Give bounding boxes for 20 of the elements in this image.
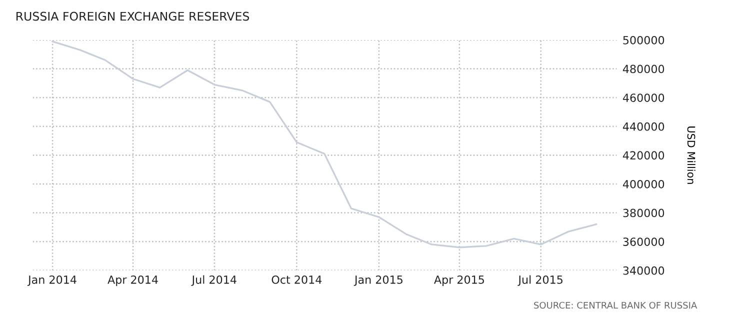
- x-tick-label: Oct 2014: [272, 275, 322, 284]
- x-tick-label: Jul 2014: [191, 275, 236, 286]
- y-tick-label: 480000: [622, 64, 664, 74]
- x-tick-label: Jan 2015: [354, 275, 402, 286]
- y-tick-label: 420000: [622, 151, 664, 160]
- source-note: SOURCE: CENTRAL BANK OF RUSSIA: [534, 302, 698, 309]
- y-tick-label: 380000: [623, 208, 664, 218]
- y-tick-label: 460000: [622, 94, 664, 102]
- chart-title: RUSSIA FOREIGN EXCHANGE RESERVES: [16, 12, 250, 21]
- x-tick-label: Apr 2014: [108, 275, 158, 286]
- y-tick-label: 360000: [623, 238, 664, 246]
- y-tick-label: 400000: [622, 180, 664, 188]
- y-tick-label: 340000: [623, 266, 664, 275]
- x-tick-label: Jul 2015: [518, 275, 562, 286]
- y-tick-label: 440000: [622, 122, 664, 131]
- x-tick-label: Apr 2015: [434, 275, 484, 286]
- y-axis-title: USD Million: [687, 126, 696, 184]
- line-series: [52, 40, 598, 248]
- y-tick-label: 500000: [623, 36, 664, 44]
- x-tick-label: Jan 2014: [27, 275, 76, 286]
